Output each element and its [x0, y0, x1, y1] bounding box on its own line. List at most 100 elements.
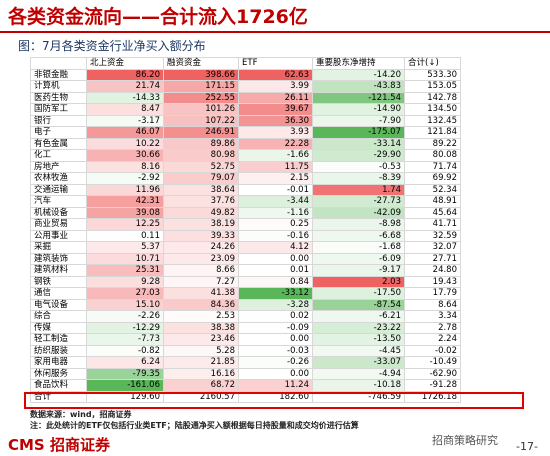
cell: 39.33 — [163, 229, 239, 242]
cell: -4.94 — [312, 367, 405, 380]
cell: -13.50 — [312, 333, 405, 346]
cell: 2.53 — [163, 310, 239, 323]
column-header: 合计(↓) — [404, 57, 461, 70]
cell: 32.59 — [404, 229, 461, 242]
row-label: 公用事业 — [30, 229, 87, 242]
footnote: 注：此处统计的ETF仅包括行业类ETF；陆股通净买入额根据每日持股量和成交均价进… — [30, 421, 359, 430]
total-highlight — [24, 392, 524, 409]
row: 综合 -2.26 2.53 0.02 -6.21 3.34 — [30, 310, 461, 323]
column-header — [30, 57, 87, 70]
cell: 39.67 — [238, 103, 313, 116]
subtitle: 图：7月各类资金行业净买入额分布 — [18, 39, 206, 53]
cell: -175.07 — [312, 126, 405, 139]
cell: -0.82 — [86, 344, 164, 357]
cell: -14.90 — [312, 103, 405, 116]
cell: 0.01 — [238, 264, 313, 277]
cell: -1.68 — [312, 241, 405, 254]
cell: -1.66 — [238, 149, 313, 162]
column-header: 北上资金 — [86, 57, 164, 70]
cell: -2.26 — [86, 310, 164, 323]
cell: 0.00 — [238, 252, 313, 265]
row: 医药生物 -14.33 252.55 26.11 -121.54 142.78 — [30, 91, 461, 104]
cell: 3.93 — [238, 126, 313, 139]
row: 休闲服务 -79.35 16.16 0.00 -4.94 -62.90 — [30, 367, 461, 380]
cell: -33.12 — [238, 287, 313, 300]
cell: 2.15 — [238, 172, 313, 185]
cell: 36.30 — [238, 114, 313, 127]
row: 通信 27.03 41.38 -33.12 -17.50 17.79 — [30, 287, 461, 300]
cell: 121.84 — [404, 126, 461, 139]
row-label: 银行 — [30, 114, 87, 127]
row-label: 机械设备 — [30, 206, 87, 219]
cell: 142.78 — [404, 91, 461, 104]
row: 采掘 5.37 24.26 4.12 -1.68 32.07 — [30, 241, 461, 254]
cell: 38.64 — [163, 183, 239, 196]
cell: -7.90 — [312, 114, 405, 127]
cell: -1.16 — [238, 206, 313, 219]
row-label: 家用电器 — [30, 356, 87, 369]
cell: 0.25 — [238, 218, 313, 231]
cell: 11.75 — [238, 160, 313, 173]
cell: -14.20 — [312, 68, 405, 81]
row: 建筑材料 25.31 8.66 0.01 -9.17 24.80 — [30, 264, 461, 277]
cell: -161.06 — [86, 379, 164, 392]
cell: 246.91 — [163, 126, 239, 139]
row: 传媒 -12.29 38.38 -0.09 -23.22 2.78 — [30, 321, 461, 334]
row: 电子 46.07 246.91 3.93 -175.07 121.84 — [30, 126, 461, 139]
cell: -27.73 — [312, 195, 405, 208]
row-label: 轻工制造 — [30, 333, 87, 346]
cell: 5.28 — [163, 344, 239, 357]
row-label: 休闲服务 — [30, 367, 87, 380]
cell: 9.28 — [86, 275, 164, 288]
cell: 32.07 — [404, 241, 461, 254]
cell: -79.35 — [86, 367, 164, 380]
cell: -0.01 — [238, 183, 313, 196]
cell: 86.20 — [86, 68, 164, 81]
row: 房地产 8.16 52.75 11.75 -0.53 71.74 — [30, 160, 461, 173]
cell: -23.22 — [312, 321, 405, 334]
cell: 48.91 — [404, 195, 461, 208]
cell: -0.09 — [238, 321, 313, 334]
cell: 62.63 — [238, 68, 313, 81]
cell: 37.76 — [163, 195, 239, 208]
cell: 8.16 — [86, 160, 164, 173]
page-number: -17- — [516, 440, 538, 453]
cell: 16.16 — [163, 367, 239, 380]
cell: -87.54 — [312, 298, 405, 311]
cell: 80.98 — [163, 149, 239, 162]
row: 商业贸易 12.25 38.19 0.25 -8.98 41.71 — [30, 218, 461, 231]
cell: 11.24 — [238, 379, 313, 392]
cell: -6.68 — [312, 229, 405, 242]
row: 银行 -3.17 107.22 36.30 -7.90 132.45 — [30, 114, 461, 127]
cell: -0.02 — [404, 344, 461, 357]
cell: 398.66 — [163, 68, 239, 81]
row-label: 综合 — [30, 310, 87, 323]
cell: 11.96 — [86, 183, 164, 196]
row-label: 采掘 — [30, 241, 87, 254]
cell: -0.03 — [238, 344, 313, 357]
cell: 3.34 — [404, 310, 461, 323]
cell: 39.08 — [86, 206, 164, 219]
cell: 0.11 — [86, 229, 164, 242]
column-header: 融资资金 — [163, 57, 239, 70]
cell: 0.02 — [238, 310, 313, 323]
cell: 45.64 — [404, 206, 461, 219]
row-label: 交通运输 — [30, 183, 87, 196]
row-label: 钢铁 — [30, 275, 87, 288]
row: 电气设备 15.10 84.36 -3.28 -87.54 8.64 — [30, 298, 461, 311]
cell: 23.09 — [163, 252, 239, 265]
cell: 2.78 — [404, 321, 461, 334]
cell: 42.31 — [86, 195, 164, 208]
cell: 10.71 — [86, 252, 164, 265]
row: 有色金属 10.22 89.86 22.28 -33.14 89.22 — [30, 137, 461, 150]
cell: 30.66 — [86, 149, 164, 162]
cell: -6.21 — [312, 310, 405, 323]
cell: -3.17 — [86, 114, 164, 127]
row-label: 非银金融 — [30, 68, 87, 81]
row-label: 计算机 — [30, 80, 87, 93]
row: 纺织服装 -0.82 5.28 -0.03 -4.45 -0.02 — [30, 344, 461, 357]
cell: 24.80 — [404, 264, 461, 277]
cell: 7.27 — [163, 275, 239, 288]
cell: 52.34 — [404, 183, 461, 196]
